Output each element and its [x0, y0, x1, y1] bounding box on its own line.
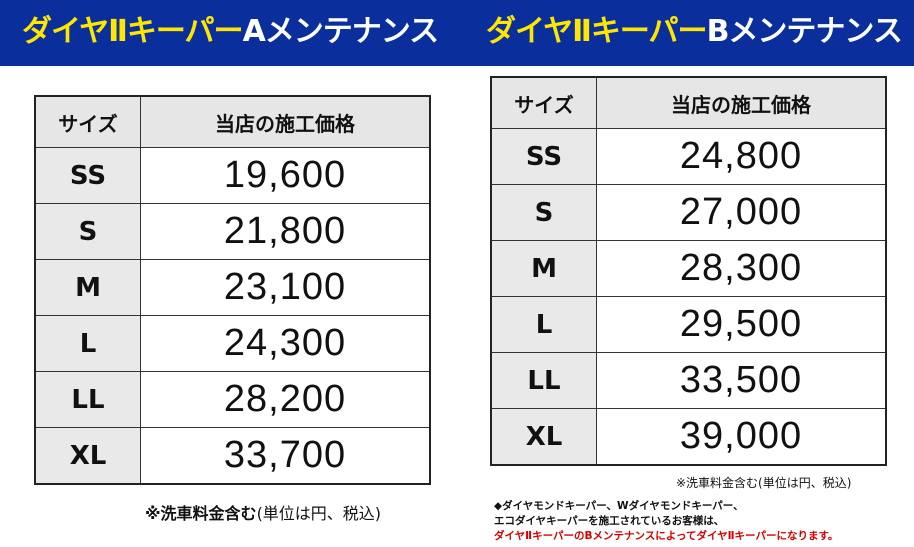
price-cell: 28,200 — [140, 371, 431, 428]
price-cell: 28,300 — [596, 240, 887, 297]
table-row: M 23,100 — [34, 259, 431, 316]
table-row: XL 33,700 — [34, 427, 431, 485]
table-a-note: ※洗車料金含む(単位は円、税込) — [145, 500, 381, 524]
price-cell: 39,000 — [596, 408, 887, 466]
table-a-note-bold: ※洗車料金含む — [145, 504, 257, 523]
size-cell: SS — [34, 147, 141, 204]
header-price: 当店の施工価格 — [596, 76, 887, 129]
table-row: SS 19,600 — [34, 147, 431, 204]
size-cell: S — [34, 203, 141, 260]
banner-title-b-prefix: ダイヤⅡキーパー — [486, 14, 708, 49]
banner-title-a: ダイヤⅡキーパーAメンテナンス — [22, 10, 440, 54]
price-table-a: サイズ 当店の施工価格 SS 19,600 S 21,800 M 23,100 … — [34, 95, 431, 485]
footnote-line-2: エコダイヤキーパーを施工されているお客様は、 — [494, 515, 725, 527]
table-row: SS 24,800 — [490, 128, 887, 185]
footnote-line-1: ◆ダイヤモンドキーパー、Wダイヤモンドキーパー、 — [494, 500, 744, 512]
price-cell: 33,700 — [140, 427, 431, 485]
size-cell: SS — [490, 128, 597, 185]
price-cell: 23,100 — [140, 259, 431, 316]
size-cell: L — [490, 296, 597, 353]
banner-title-b: ダイヤⅡキーパーBメンテナンス — [486, 10, 903, 54]
table-row: LL 28,200 — [34, 371, 431, 428]
table-a-note-rest: (単位は円、税込) — [256, 504, 382, 523]
header-size: サイズ — [490, 76, 597, 129]
size-cell: LL — [34, 371, 141, 428]
table-row: S 27,000 — [490, 184, 887, 241]
size-cell: LL — [490, 352, 597, 409]
banner-title-b-suffix: Bメンテナンス — [706, 14, 903, 49]
price-cell: 24,800 — [596, 128, 887, 185]
price-table-b: サイズ 当店の施工価格 SS 24,800 S 27,000 M 28,300 … — [490, 76, 887, 466]
size-cell: S — [490, 184, 597, 241]
table-header-row: サイズ 当店の施工価格 — [490, 76, 887, 129]
footnote-line-3: ダイヤⅡキーパーのBメンテナンスによってダイヤⅡキーパーになります。 — [494, 530, 839, 542]
price-cell: 27,000 — [596, 184, 887, 241]
table-row: L 29,500 — [490, 296, 887, 353]
table-header-row: サイズ 当店の施工価格 — [34, 95, 431, 148]
price-cell: 33,500 — [596, 352, 887, 409]
table-row: M 28,300 — [490, 240, 887, 297]
table-row: S 21,800 — [34, 203, 431, 260]
header-price: 当店の施工価格 — [140, 95, 431, 148]
size-cell: M — [34, 259, 141, 316]
header-banner: ダイヤⅡキーパーAメンテナンス ダイヤⅡキーパーBメンテナンス — [0, 0, 914, 66]
price-cell: 19,600 — [140, 147, 431, 204]
table-row: L 24,300 — [34, 315, 431, 372]
price-cell: 24,300 — [140, 315, 431, 372]
header-size: サイズ — [34, 95, 141, 148]
banner-title-a-prefix: ダイヤⅡキーパー — [22, 14, 244, 49]
table-row: XL 39,000 — [490, 408, 887, 466]
price-cell: 21,800 — [140, 203, 431, 260]
price-cell: 29,500 — [596, 296, 887, 353]
size-cell: L — [34, 315, 141, 372]
banner-title-a-suffix: Aメンテナンス — [242, 14, 440, 49]
size-cell: XL — [34, 427, 141, 485]
table-row: LL 33,500 — [490, 352, 887, 409]
size-cell: M — [490, 240, 597, 297]
size-cell: XL — [490, 408, 597, 466]
table-b-note: ※洗車料金含む(単位は円、税込) — [676, 476, 852, 490]
